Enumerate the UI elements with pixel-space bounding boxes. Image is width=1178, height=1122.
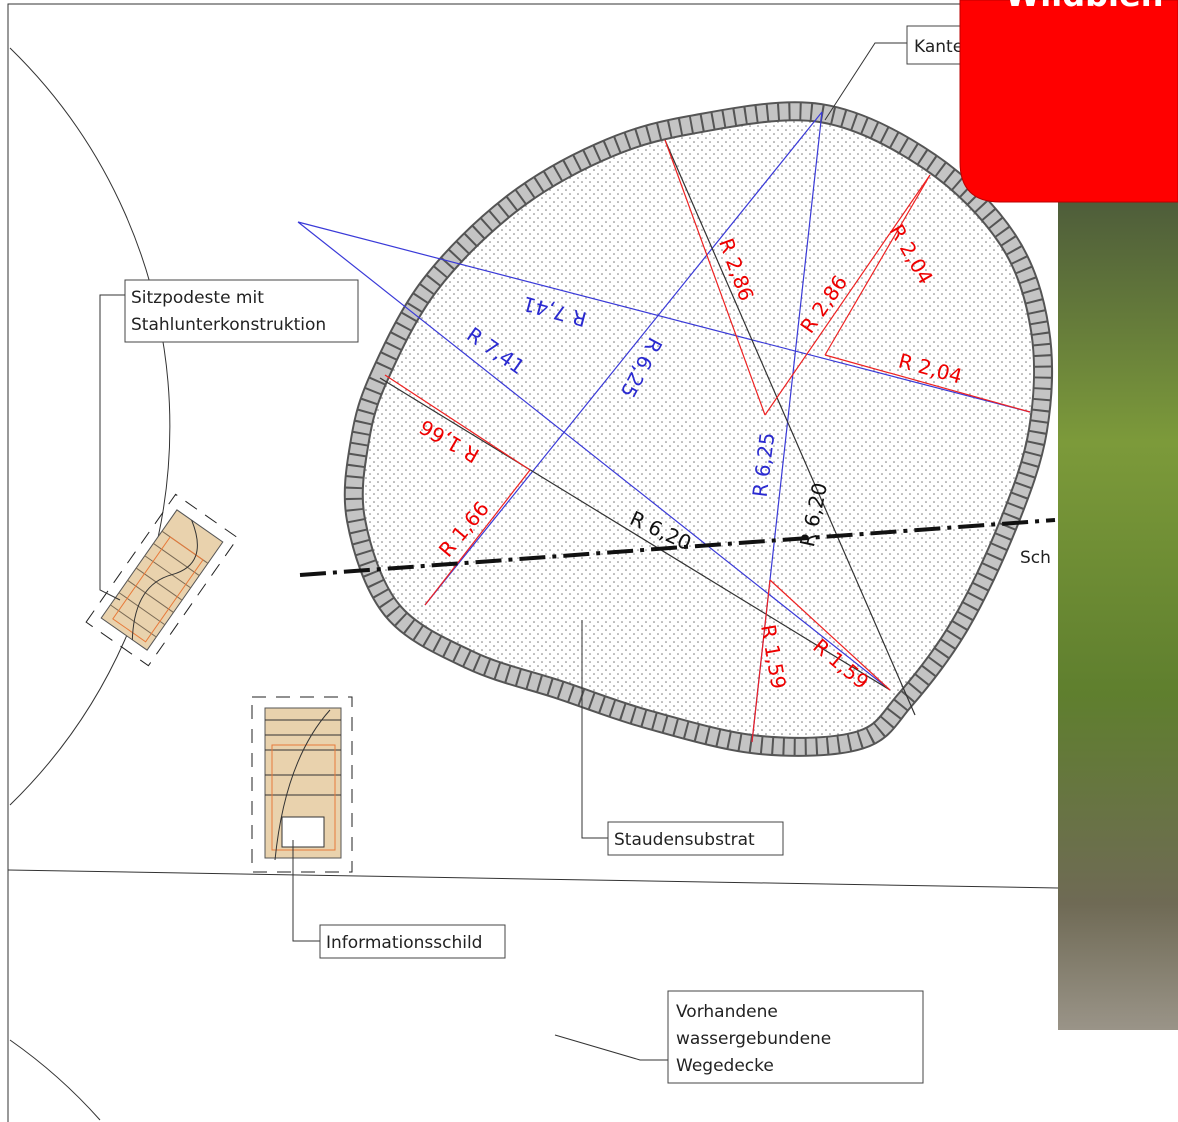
seating-platform <box>252 697 352 872</box>
callout: Sitzpodeste mit <box>131 288 264 308</box>
plaza-arc <box>10 1040 100 1120</box>
photo <box>1058 190 1178 1030</box>
title-banner <box>960 0 1178 202</box>
callout: Wegedecke <box>676 1056 774 1076</box>
section-label: Sch <box>1020 548 1051 568</box>
path-edge <box>8 870 1058 888</box>
plaza-arc <box>10 48 170 805</box>
callout: Informationsschild <box>326 933 482 953</box>
callout: Stahlunterkonstruktion <box>131 315 326 335</box>
banner-title: Wildbien <box>1005 0 1164 14</box>
callout: Vorhandene <box>676 1002 778 1022</box>
callout: Kante <box>914 37 963 57</box>
site-plan: Kante Sitzpodeste mit Stahlunterkonstruk… <box>0 0 1178 1122</box>
callout: Staudensubstrat <box>614 830 755 850</box>
callout: wassergebundene <box>676 1029 831 1049</box>
